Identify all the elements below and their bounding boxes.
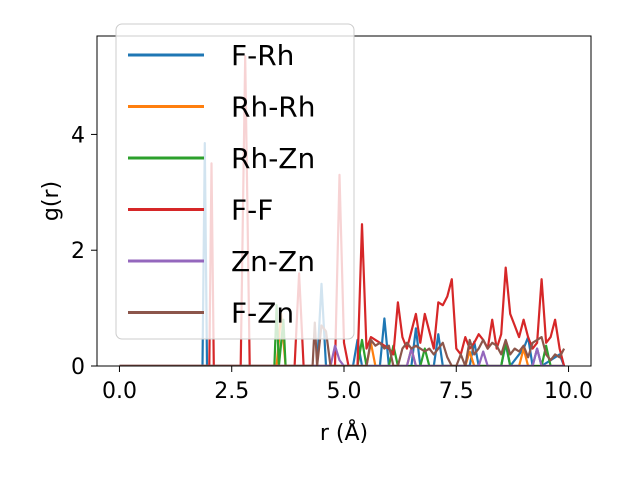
legend: F-Rh Rh-Rh Rh-Zn F-F Zn-Zn F-Zn xyxy=(115,23,355,340)
x-tick-label: 5.0 xyxy=(327,379,362,404)
y-tick-label: 2 xyxy=(71,239,85,264)
y-axis-label: g(r) xyxy=(39,181,64,221)
y-tick-label: 4 xyxy=(71,123,85,148)
legend-label-f-f: F-F xyxy=(231,194,273,227)
legend-label-rh-zn: Rh-Zn xyxy=(231,142,315,175)
axes: 0.0 2.5 5.0 7.5 10.0 0 2 4 r (Å) g(r) xyxy=(39,35,593,446)
x-tick-label: 7.5 xyxy=(439,379,474,404)
series-line-rh-zn xyxy=(119,304,565,366)
x-tick-label: 2.5 xyxy=(214,379,249,404)
legend-label-zn-zn: Zn-Zn xyxy=(231,245,315,278)
x-tick-label: 0.0 xyxy=(102,379,137,404)
series-line-zn-zn xyxy=(119,344,565,366)
series-line-f-zn xyxy=(119,321,566,366)
legend-label-f-rh: F-Rh xyxy=(231,39,294,72)
x-axis-label: r (Å) xyxy=(320,419,368,446)
legend-label-rh-rh: Rh-Rh xyxy=(231,91,316,124)
y-tick-label: 0 xyxy=(71,355,85,380)
legend-label-f-zn: F-Zn xyxy=(231,297,294,330)
x-tick-label: 10.0 xyxy=(544,379,593,404)
